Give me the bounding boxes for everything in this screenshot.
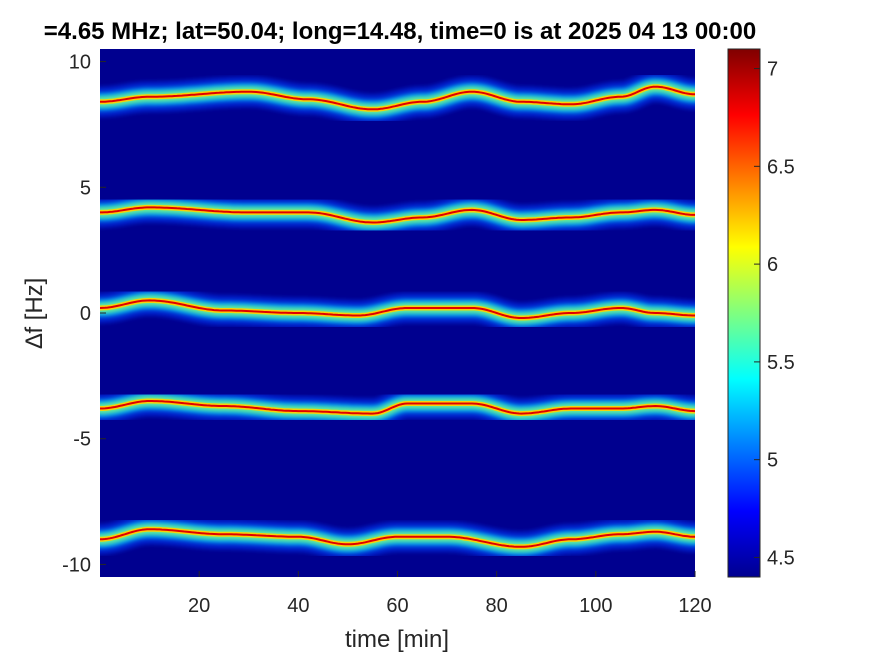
band-2-layer-4 [100, 299, 695, 319]
y-axis-label: ∆f [Hz] [21, 278, 48, 349]
y-tick-label: 10 [69, 52, 91, 74]
colorbar-tick-label: 5.5 [767, 352, 795, 374]
colorbar-tick-label: 6.5 [767, 156, 795, 178]
colorbar-ticks: 4.5 5 5.5 6 6.5 7 [754, 59, 795, 569]
x-axis-ticks: 20 40 60 80 100 120 [188, 571, 712, 617]
x-tick-label: 100 [579, 595, 612, 617]
x-tick-label: 40 [287, 595, 309, 617]
colorbar-tick-label: 5 [767, 450, 778, 472]
band-4-layer-4 [100, 528, 695, 548]
colorbar-tick-label: 7 [767, 59, 778, 81]
x-tick-label: 120 [678, 595, 711, 617]
chart-title: =4.65 MHz; lat=50.04; long=14.48, time=0… [44, 18, 756, 45]
y-tick-label: 5 [80, 177, 91, 199]
colorbar-tick-label: 4.5 [767, 547, 795, 569]
x-axis-label: time [min] [345, 626, 449, 653]
band-3-layer-4 [100, 400, 695, 415]
colorbar-gradient [728, 49, 760, 577]
x-tick-label: 80 [486, 595, 508, 617]
colorbar-tick-label: 6 [767, 254, 778, 276]
x-tick-label: 60 [386, 595, 408, 617]
x-tick-label: 20 [188, 595, 210, 617]
y-tick-label: 0 [80, 303, 91, 325]
y-tick-label: -5 [73, 429, 91, 451]
heatmap-bands [100, 71, 695, 562]
band-1-layer-4 [100, 206, 695, 224]
y-axis-ticks: -10 -5 0 5 10 [62, 52, 106, 576]
colorbar-frame [727, 48, 761, 578]
band-0-layer-4 [100, 85, 695, 111]
y-tick-label: -10 [62, 554, 91, 576]
